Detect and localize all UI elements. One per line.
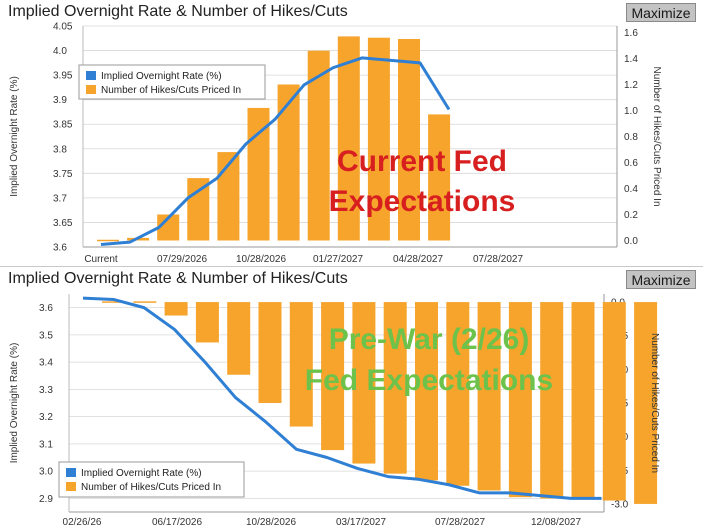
panel-title: Implied Overnight Rate & Number of Hikes… xyxy=(8,3,348,20)
bar xyxy=(337,36,360,241)
rate-line xyxy=(100,56,451,247)
legend-swatch-rate xyxy=(86,71,96,80)
legend-label-rate: Implied Overnight Rate (%) xyxy=(81,468,202,479)
y-tick-label: 3.95 xyxy=(53,71,73,82)
chart-pre-war-expectations: 2.93.03.13.23.33.43.53.60.0-0.5-1.0-1.5-… xyxy=(9,294,660,528)
overlay-annotation: Current Fed xyxy=(337,145,507,178)
y-axis-title: Implied Overnight Rate (%) xyxy=(9,343,20,464)
bar xyxy=(289,302,313,427)
bar xyxy=(195,302,219,343)
x-tick-label: 02/26/26 xyxy=(63,517,102,528)
y-tick-label: 3.9 xyxy=(53,95,67,106)
bar xyxy=(97,239,119,242)
legend-box xyxy=(58,461,245,498)
y2-tick-label: 0.6 xyxy=(624,158,638,169)
bar xyxy=(133,301,157,303)
bar xyxy=(446,302,470,486)
y-tick-label: 3.5 xyxy=(39,330,53,341)
chart-panel-current: 3.6 3.65 3.7 3.75 3.8 3.85 3.9 3.95 4.0 4.05 0.0 0.… xyxy=(8,3,696,266)
bar xyxy=(415,302,438,481)
overlay-annotation: Expectations xyxy=(329,185,516,218)
maximize-button[interactable]: Maximize xyxy=(626,3,696,22)
legend-swatch-rate xyxy=(66,468,76,477)
bar xyxy=(321,302,345,451)
bar xyxy=(477,302,501,491)
x-tick-label: 06/17/2026 xyxy=(152,517,202,528)
bar xyxy=(352,302,376,464)
legend-label-rate: Implied Overnight Rate (%) xyxy=(101,71,222,82)
y2-tick-label: 1.6 xyxy=(624,28,638,39)
bar xyxy=(571,302,595,500)
y2-tick-label: -3.0 xyxy=(611,499,629,510)
legend-label-hikes: Number of Hikes/Cuts Priced In xyxy=(101,85,241,96)
legend-box xyxy=(78,64,266,100)
y-tick-label: 3.2 xyxy=(39,412,53,423)
x-tick-label: Current xyxy=(84,254,118,265)
y-tick-label: 3.65 xyxy=(53,218,73,229)
bar xyxy=(367,37,390,241)
maximize-button[interactable]: Maximize xyxy=(626,270,696,289)
bar xyxy=(277,84,300,241)
y-axis-title: Implied Overnight Rate (%) xyxy=(9,76,20,197)
x-tick-label: 07/29/2026 xyxy=(157,254,207,265)
legend-label-hikes: Number of Hikes/Cuts Priced In xyxy=(81,482,221,493)
y-tick-label: 4.0 xyxy=(53,46,67,57)
y-tick-label: 3.6 xyxy=(39,303,53,314)
rate-line xyxy=(82,296,602,500)
bar xyxy=(164,302,188,316)
y2-tick-label: 0.8 xyxy=(624,132,638,143)
y2-tick-label: 0.2 xyxy=(624,210,638,221)
chart-current-expectations: 3.6 3.65 3.7 3.75 3.8 3.85 3.9 3.95 4.0 4.05 0.0 0.… xyxy=(9,22,662,266)
bar xyxy=(602,302,626,501)
y-tick-label: 2.9 xyxy=(39,494,53,505)
y-tick-label: 3.85 xyxy=(53,120,73,131)
x-tick-label: 12/08/2027 xyxy=(531,517,581,528)
x-tick-label: 04/28/2027 xyxy=(393,254,443,265)
y-tick-label: 3.0 xyxy=(39,467,53,478)
y2-tick-label: 1.4 xyxy=(624,54,638,65)
bar xyxy=(247,107,270,241)
y2-axis-title: Number of Hikes/Cuts Priced In xyxy=(649,333,660,473)
chart-panel-pre-war: 2.93.03.13.23.33.43.53.60.0-0.5-1.0-1.5-… xyxy=(0,266,703,532)
bar xyxy=(217,152,240,241)
bar xyxy=(540,302,564,499)
bar xyxy=(428,114,451,241)
bar xyxy=(157,214,180,241)
x-tick-label: 03/17/2027 xyxy=(336,517,386,528)
bar xyxy=(258,302,282,403)
legend-swatch-hikes xyxy=(66,482,76,491)
y-tick-label: 3.75 xyxy=(53,169,73,180)
x-tick-label: 10/28/2026 xyxy=(246,517,296,528)
bar xyxy=(398,39,420,241)
y2-tick-label: 1.2 xyxy=(624,80,638,91)
x-tick-label: 07/28/2027 xyxy=(435,517,485,528)
y-tick-label: 3.6 xyxy=(53,243,67,254)
bar xyxy=(227,302,251,375)
y-tick-label: 3.3 xyxy=(39,385,53,396)
y-tick-label: 3.8 xyxy=(53,144,67,155)
y2-axis-title: Number of Hikes/Cuts Priced In xyxy=(651,66,662,206)
bar xyxy=(307,50,330,241)
y2-tick-label: 0.4 xyxy=(624,184,638,195)
bar xyxy=(508,302,532,498)
x-tick-label: 07/28/2027 xyxy=(473,254,523,265)
legend-swatch-hikes xyxy=(86,85,96,94)
x-tick-label: 10/28/2026 xyxy=(236,254,286,265)
y-tick-label: 3.1 xyxy=(39,439,53,450)
y2-tick-label: 0.0 xyxy=(624,236,638,247)
y2-tick-label: 1.0 xyxy=(624,106,638,117)
panel-title: Implied Overnight Rate & Number of Hikes… xyxy=(8,270,348,287)
overlay-annotation: Fed Expectations xyxy=(305,364,553,397)
x-tick-label: 01/27/2027 xyxy=(313,254,363,265)
bar xyxy=(383,302,407,474)
bar xyxy=(634,302,658,504)
y-tick-label: 4.05 xyxy=(53,22,73,33)
y-tick-label: 3.7 xyxy=(53,193,67,204)
overlay-annotation: Pre-War (2/26) xyxy=(329,323,530,356)
y-tick-label: 3.4 xyxy=(39,358,53,369)
bar xyxy=(102,301,125,303)
